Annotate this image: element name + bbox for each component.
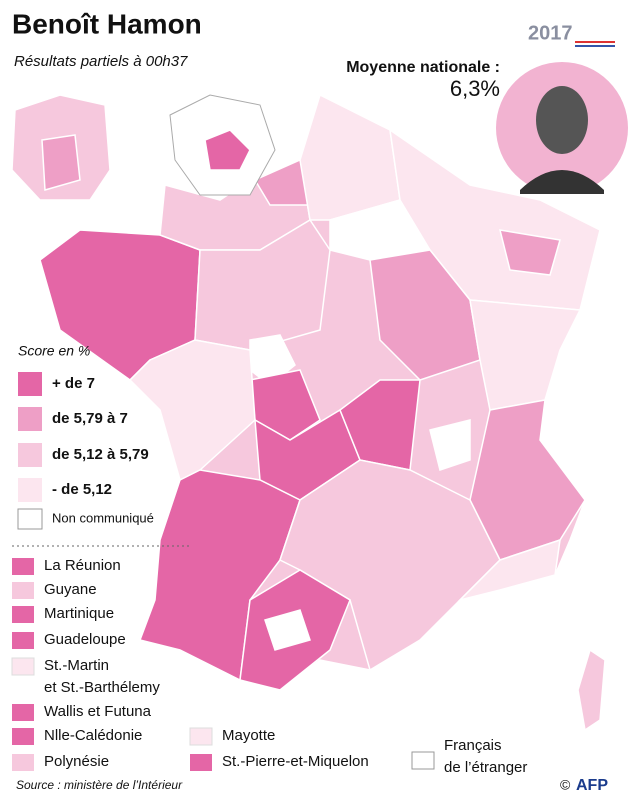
map — [11, 93, 606, 732]
legend-swatch — [17, 508, 43, 530]
average-label: Moyenne nationale : — [346, 59, 500, 76]
overseas-label: Guyane — [44, 581, 97, 598]
overseas-swatch — [190, 754, 212, 771]
overseas-swatch — [12, 606, 34, 623]
legend-swatch — [18, 478, 42, 502]
region — [41, 134, 81, 191]
copyright: © — [560, 777, 571, 793]
overseas-label: St.-Martin — [44, 657, 109, 674]
region — [299, 93, 401, 221]
region — [279, 459, 501, 672]
overseas-label: et St.-Barthélemy — [44, 679, 160, 696]
overseas-swatch — [12, 754, 34, 771]
overseas-label: St.-Pierre-et-Miquelon — [222, 753, 369, 770]
region — [498, 229, 561, 276]
region — [457, 538, 561, 602]
title: Benoît Hamon — [12, 8, 202, 39]
legend-swatch — [18, 372, 42, 396]
overseas-label: Nlle-Calédonie — [44, 727, 142, 744]
legend-swatch — [18, 443, 42, 467]
year: 2017 — [528, 22, 573, 44]
overseas-swatch — [411, 751, 435, 770]
source: Source : ministère de l’Intérieur — [16, 778, 183, 792]
overseas-swatch — [12, 632, 34, 649]
overseas-swatch — [12, 728, 34, 745]
overseas-swatch — [12, 704, 34, 721]
region — [469, 299, 582, 411]
overseas-label: La Réunion — [44, 557, 121, 574]
overseas-label: Martinique — [44, 605, 114, 622]
overseas-swatch — [12, 582, 34, 599]
overseas-swatch — [189, 727, 213, 746]
region — [429, 419, 471, 471]
overseas-label: de l’étranger — [444, 759, 527, 776]
region — [204, 129, 251, 171]
overseas-label: Guadeloupe — [44, 631, 126, 648]
overseas-swatch — [11, 657, 35, 676]
legend-label: - de 5,12 — [52, 481, 112, 498]
legend-label: de 5,79 à 7 — [52, 410, 128, 427]
agency: AFP — [576, 777, 608, 794]
overseas-swatch — [12, 558, 34, 575]
overseas-label: Wallis et Futuna — [44, 703, 152, 720]
average-value: 6,3% — [450, 76, 500, 101]
overseas-label: Mayotte — [222, 727, 275, 744]
legend-label: de 5,12 à 5,79 — [52, 446, 149, 463]
legend-swatch — [18, 407, 42, 431]
overseas-label: Polynésie — [44, 753, 109, 770]
region — [339, 379, 421, 471]
overseas-label: Français — [444, 737, 502, 754]
photo-head — [536, 86, 588, 154]
legend-title: Score en % — [18, 343, 90, 359]
corsica — [577, 648, 606, 732]
legend-label: Non communiqué — [52, 510, 154, 525]
photo-body — [520, 170, 604, 194]
region — [264, 609, 311, 651]
legend-label: + de 7 — [52, 375, 95, 392]
subtitle: Résultats partiels à 00h37 — [14, 53, 188, 70]
